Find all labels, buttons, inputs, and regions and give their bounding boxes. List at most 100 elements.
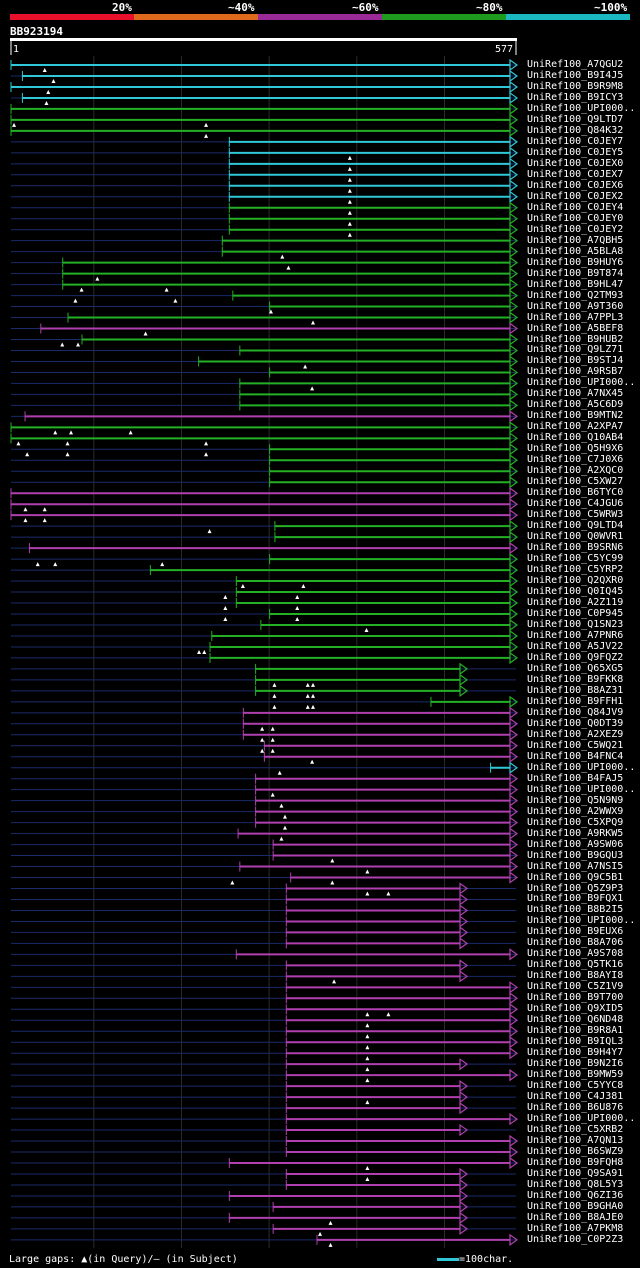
hit-label[interactable]: UniRef100_B9MW59: [527, 1069, 624, 1081]
hit-label[interactable]: UniRef100_B9N2I6: [527, 1058, 624, 1070]
hit-label[interactable]: UniRef100_C5XPQ9: [527, 816, 624, 828]
hit-label[interactable]: UniRef100_Q8L5Y3: [527, 1178, 624, 1190]
hit-label[interactable]: UniRef100_A5C6D9: [527, 399, 624, 411]
hit-label[interactable]: UniRef100_Q5N9N9: [527, 794, 624, 806]
hit-label[interactable]: UniRef100_B6TYC0: [527, 487, 624, 499]
hit-label[interactable]: UniRef100_A2WWX9: [527, 805, 624, 817]
hit-label[interactable]: UniRef100_B4FAJ5: [527, 772, 624, 784]
hit-label[interactable]: UniRef100_C0JEY0: [527, 212, 624, 224]
hit-label[interactable]: UniRef100_C5YYC8: [527, 1080, 624, 1092]
hit-label[interactable]: UniRef100_Q84JV9: [527, 706, 624, 718]
hit-label[interactable]: UniRef100_A2Z119: [527, 597, 624, 609]
hit-label[interactable]: UniRef100_A7NSI5: [527, 860, 624, 872]
hit-label[interactable]: UniRef100_C0JEX6: [527, 179, 624, 191]
hit-label[interactable]: UniRef100_C5Z1V9: [527, 981, 624, 993]
hit-label[interactable]: UniRef100_B9T874: [527, 267, 624, 279]
hit-label[interactable]: UniRef100_UPI000..: [527, 102, 636, 114]
hit-label[interactable]: UniRef100_B9T700: [527, 992, 624, 1004]
hit-label[interactable]: UniRef100_C0JEY4: [527, 201, 624, 213]
hit-label[interactable]: UniRef100_Q5Z9P3: [527, 882, 624, 894]
hit-label[interactable]: UniRef100_C5YC99: [527, 553, 624, 565]
hit-label[interactable]: UniRef100_C0JEY7: [527, 135, 624, 147]
hit-label[interactable]: UniRef100_Q6ZI36: [527, 1189, 624, 1201]
hit-label[interactable]: UniRef100_B9GHA0: [527, 1200, 624, 1212]
hit-label[interactable]: UniRef100_Q9SA91: [527, 1167, 624, 1179]
hit-label[interactable]: UniRef100_C0JEY5: [527, 146, 624, 158]
hit-label[interactable]: UniRef100_UPI000..: [527, 915, 636, 927]
hit-label[interactable]: UniRef100_B9FQX1: [527, 893, 624, 905]
hit-label[interactable]: UniRef100_Q9XID5: [527, 1003, 624, 1015]
hit-label[interactable]: UniRef100_B8AZ31: [527, 684, 624, 696]
hit-label[interactable]: UniRef100_B9FFH1: [527, 695, 624, 707]
hit-label[interactable]: UniRef100_B9H4Y7: [527, 1047, 624, 1059]
hit-label[interactable]: UniRef100_B6U876: [527, 1102, 624, 1114]
hit-label[interactable]: UniRef100_C4J381: [527, 1091, 624, 1103]
hit-label[interactable]: UniRef100_B9HUB2: [527, 333, 624, 345]
hit-label[interactable]: UniRef100_Q9C5B1: [527, 871, 624, 883]
hit-label[interactable]: UniRef100_B8AYI8: [527, 970, 624, 982]
hit-label[interactable]: UniRef100_Q9FQZ2: [527, 651, 624, 663]
hit-label[interactable]: UniRef100_A2XPA7: [527, 421, 624, 433]
hit-label[interactable]: UniRef100_Q5H9X6: [527, 443, 624, 455]
hit-label[interactable]: UniRef100_A5BEF8: [527, 322, 624, 334]
hit-label[interactable]: UniRef100_B8A706: [527, 937, 624, 949]
hit-label[interactable]: UniRef100_C5XW27: [527, 476, 624, 488]
hit-label[interactable]: UniRef100_Q0WVR1: [527, 531, 624, 543]
hit-label[interactable]: UniRef100_C0JEX7: [527, 168, 624, 180]
hit-label[interactable]: UniRef100_B9I4J5: [527, 69, 624, 81]
hit-label[interactable]: UniRef100_B9R9M8: [527, 80, 624, 92]
hit-label[interactable]: UniRef100_Q9LZ71: [527, 344, 624, 356]
hit-label[interactable]: UniRef100_A5BLA8: [527, 245, 624, 257]
hit-label[interactable]: UniRef100_C0P945: [527, 608, 624, 619]
hit-label[interactable]: UniRef100_Q65XG5: [527, 662, 624, 674]
hit-label[interactable]: UniRef100_Q2TM93: [527, 289, 624, 301]
hit-label[interactable]: UniRef100_Q5TK16: [527, 959, 624, 971]
hit-label[interactable]: UniRef100_Q2QXR0: [527, 575, 624, 587]
hit-label[interactable]: UniRef100_B6SWZ9: [527, 1146, 624, 1158]
hit-label[interactable]: UniRef100_B9SRN6: [527, 542, 624, 554]
hit-label[interactable]: UniRef100_A9RKW5: [527, 827, 624, 839]
hit-label[interactable]: UniRef100_B4FNC4: [527, 750, 624, 762]
hit-label[interactable]: UniRef100_A7QBH5: [527, 234, 624, 246]
hit-label[interactable]: UniRef100_B9IQL3: [527, 1036, 624, 1048]
hit-label[interactable]: UniRef100_C5WQ21: [527, 739, 624, 751]
hit-label[interactable]: UniRef100_C5YRP2: [527, 564, 624, 576]
hit-label[interactable]: UniRef100_C5XRB2: [527, 1124, 624, 1136]
hit-label[interactable]: UniRef100_B9FQH8: [527, 1157, 624, 1168]
hit-label[interactable]: UniRef100_A7PPL3: [527, 311, 624, 323]
hit-label[interactable]: UniRef100_C4JGU6: [527, 498, 624, 510]
hit-label[interactable]: UniRef100_Q84K32: [527, 124, 624, 136]
hit-label[interactable]: UniRef100_A7QN13: [527, 1135, 624, 1147]
hit-label[interactable]: UniRef100_C0JEX2: [527, 190, 624, 202]
hit-label[interactable]: UniRef100_C7J0X6: [527, 454, 624, 466]
hit-label[interactable]: UniRef100_A7PNR6: [527, 629, 624, 641]
hit-label[interactable]: UniRef100_A7PKM8: [527, 1222, 624, 1234]
hit-label[interactable]: UniRef100_B9FKK8: [527, 673, 624, 685]
hit-label[interactable]: UniRef100_B8B2I5: [527, 904, 624, 916]
hit-label[interactable]: UniRef100_Q1SN23: [527, 618, 624, 630]
hit-label[interactable]: UniRef100_B9STJ4: [527, 355, 624, 367]
hit-label[interactable]: UniRef100_UPI000..: [527, 761, 636, 773]
hit-label[interactable]: UniRef100_Q0IQ45: [527, 586, 624, 598]
hit-label[interactable]: UniRef100_A7QGU2: [527, 59, 624, 70]
hit-label[interactable]: UniRef100_Q10AB4: [527, 432, 624, 444]
hit-label[interactable]: UniRef100_C0P2Z3: [527, 1233, 624, 1245]
hit-label[interactable]: UniRef100_B9GQU3: [527, 849, 624, 861]
hit-label[interactable]: UniRef100_A9T360: [527, 300, 624, 312]
hit-label[interactable]: UniRef100_B9EUX6: [527, 926, 624, 938]
hit-label[interactable]: UniRef100_A7NX45: [527, 388, 624, 400]
hit-label[interactable]: UniRef100_A2XQC0: [527, 465, 624, 477]
hit-label[interactable]: UniRef100_B9HUY6: [527, 256, 624, 268]
hit-label[interactable]: UniRef100_A5JV22: [527, 640, 624, 652]
hit-label[interactable]: UniRef100_C0JEY2: [527, 223, 624, 235]
hit-label[interactable]: UniRef100_B9HL47: [527, 278, 624, 290]
hit-label[interactable]: UniRef100_C0JEX0: [527, 157, 624, 169]
hit-label[interactable]: UniRef100_UPI000..: [527, 783, 636, 795]
hit-label[interactable]: UniRef100_B9ICY3: [527, 91, 624, 103]
hit-label[interactable]: UniRef100_B9R8A1: [527, 1025, 624, 1037]
hit-label[interactable]: UniRef100_Q6ND48: [527, 1014, 624, 1026]
hit-label[interactable]: UniRef100_C5WRW3: [527, 509, 624, 521]
hit-label[interactable]: UniRef100_A2XEZ9: [527, 728, 624, 740]
hit-label[interactable]: UniRef100_B8AJE0: [527, 1211, 624, 1223]
hit-label[interactable]: UniRef100_Q9LTD4: [527, 520, 624, 532]
